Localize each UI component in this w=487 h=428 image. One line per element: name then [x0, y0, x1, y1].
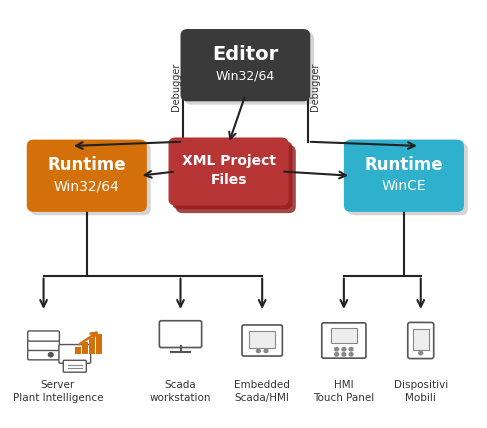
FancyBboxPatch shape [348, 143, 468, 215]
Text: Scada
workstation: Scada workstation [150, 380, 211, 403]
Text: Debugger: Debugger [310, 62, 320, 111]
Text: Win32/64: Win32/64 [54, 179, 120, 193]
Text: Dispositivi
Mobili: Dispositivi Mobili [393, 380, 448, 403]
Circle shape [349, 353, 353, 356]
FancyBboxPatch shape [172, 141, 293, 209]
FancyBboxPatch shape [28, 340, 59, 351]
FancyBboxPatch shape [31, 143, 150, 215]
FancyBboxPatch shape [412, 329, 429, 350]
Text: WinCE: WinCE [382, 179, 426, 193]
FancyBboxPatch shape [322, 323, 366, 358]
Text: Runtime: Runtime [48, 156, 126, 174]
Circle shape [342, 353, 346, 356]
Text: Embedded
Scada/HMI: Embedded Scada/HMI [234, 380, 290, 403]
FancyBboxPatch shape [185, 33, 314, 105]
Text: Server
Plant Intelligence: Server Plant Intelligence [13, 380, 103, 403]
Circle shape [335, 353, 338, 356]
Circle shape [48, 353, 53, 357]
FancyBboxPatch shape [249, 331, 275, 348]
FancyBboxPatch shape [242, 325, 282, 356]
FancyBboxPatch shape [59, 345, 91, 363]
FancyBboxPatch shape [408, 322, 434, 359]
FancyBboxPatch shape [28, 350, 59, 360]
Circle shape [419, 351, 423, 355]
Bar [75, 347, 80, 354]
Circle shape [264, 349, 268, 353]
Bar [96, 334, 102, 354]
FancyBboxPatch shape [344, 140, 464, 212]
FancyBboxPatch shape [331, 328, 357, 343]
Circle shape [349, 348, 353, 351]
Bar [82, 342, 88, 354]
FancyBboxPatch shape [28, 331, 59, 341]
Text: Debugger: Debugger [171, 62, 181, 111]
Text: Files: Files [210, 173, 247, 187]
Text: HMI
Touch Panel: HMI Touch Panel [313, 380, 375, 403]
FancyBboxPatch shape [27, 140, 147, 212]
Text: Runtime: Runtime [365, 156, 443, 174]
Bar [89, 338, 95, 354]
Text: XML Project: XML Project [182, 154, 276, 168]
FancyBboxPatch shape [181, 29, 310, 101]
Circle shape [335, 348, 338, 351]
Circle shape [257, 349, 260, 353]
FancyBboxPatch shape [169, 137, 289, 205]
Circle shape [342, 348, 346, 351]
FancyBboxPatch shape [159, 321, 202, 348]
FancyBboxPatch shape [176, 145, 296, 213]
FancyBboxPatch shape [63, 360, 86, 372]
Text: Win32/64: Win32/64 [216, 69, 275, 82]
Text: Editor: Editor [212, 45, 279, 64]
